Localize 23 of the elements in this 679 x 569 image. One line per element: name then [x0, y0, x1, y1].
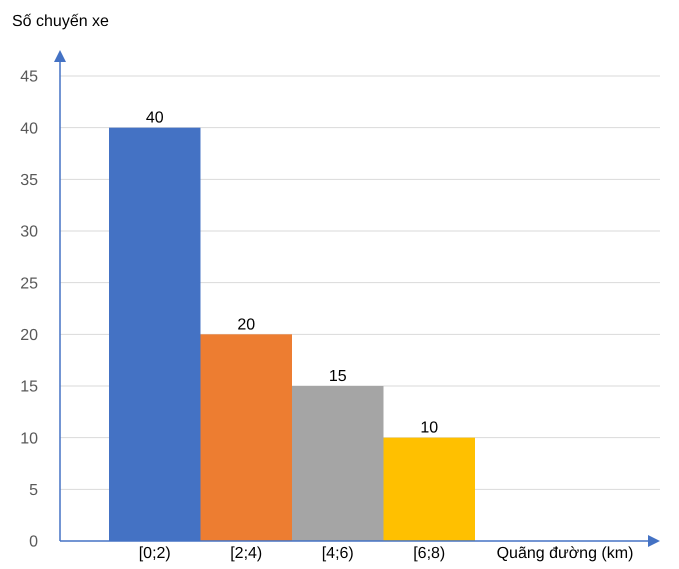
y-tick-label: 15 — [20, 378, 38, 396]
y-tick-label: 20 — [20, 326, 38, 344]
bar — [384, 438, 475, 541]
y-tick-label: 40 — [20, 120, 38, 138]
x-tick-label: [2;4) — [230, 545, 262, 562]
y-tick-label: 0 — [29, 534, 38, 551]
y-tick-label: 5 — [29, 482, 38, 499]
y-tick-label: 25 — [20, 275, 38, 292]
x-axis-title: Quãng đường (km) — [496, 545, 634, 562]
data-label: 20 — [237, 316, 256, 334]
bar — [200, 334, 292, 541]
y-axis-title: Số chuyến xe — [12, 13, 110, 30]
x-tick-label: [0;2) — [138, 545, 171, 562]
y-tick-label: 30 — [20, 224, 38, 241]
y-tick-label: 35 — [20, 172, 38, 189]
data-label: 40 — [146, 110, 164, 127]
y-tick-label: 45 — [20, 68, 38, 86]
bar — [292, 386, 384, 541]
data-label: 15 — [328, 368, 347, 385]
x-tick-label: [6;8) — [413, 545, 446, 562]
y-tick-label: 10 — [20, 430, 38, 448]
x-tick-label: [4;6) — [322, 545, 354, 562]
data-label: 10 — [420, 420, 438, 437]
